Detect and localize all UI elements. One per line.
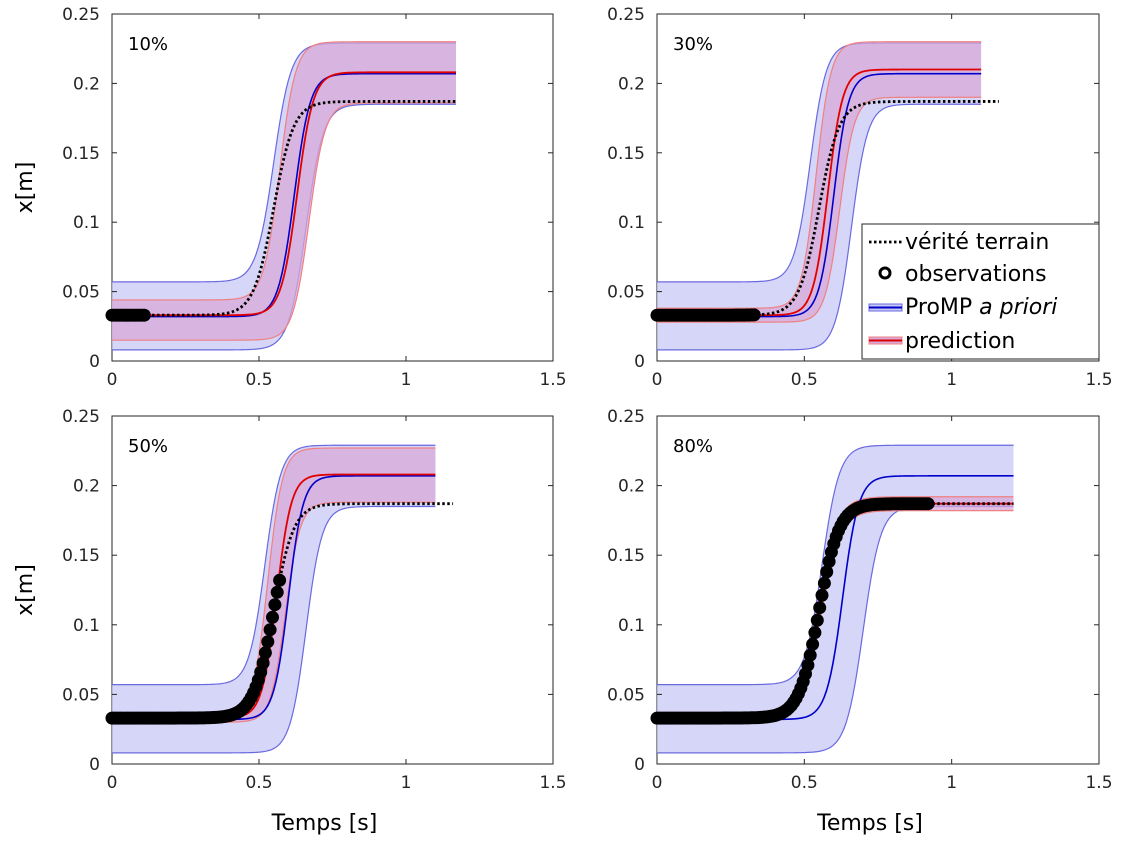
y-axis-label: x[m] [13, 564, 38, 616]
observation-point [261, 635, 275, 649]
legend-observation-swatch [878, 266, 892, 280]
observation-point [921, 497, 935, 511]
prediction-band [112, 41, 456, 341]
y-tick-label: 0.15 [607, 144, 645, 164]
observation-point [747, 308, 761, 322]
y-tick-label: 0.25 [62, 407, 100, 427]
y-tick-label: 0.05 [62, 283, 100, 303]
prior-band-lower-edge [657, 103, 982, 351]
subplot-4: 0 0.5 1 1.5 0 0.05 0.1 0.15 0.2 0.25 80% Temps [s] [607, 407, 1112, 836]
y-tick-label: 0.25 [607, 407, 645, 427]
x-tick-label: 1 [946, 370, 957, 390]
y-tick-label: 0.25 [607, 5, 645, 25]
y-tick-label: 0 [89, 755, 100, 775]
observation-point [258, 646, 272, 660]
subplot-3: 0 0.5 1 1.5 0 0.05 0.1 0.15 0.2 0.25 50% x[m] Temps … [13, 407, 567, 836]
y-tick-label: 0.1 [618, 213, 645, 233]
y-tick-label: 0 [89, 352, 100, 372]
x-tick-label: 0 [652, 370, 663, 390]
observations [650, 497, 935, 725]
y-tick-label: 0.1 [73, 616, 100, 636]
observation-point [810, 613, 824, 627]
prior-band-lower-edge [112, 505, 436, 754]
observation-point [137, 308, 151, 322]
legend-observations-label: observations [905, 262, 1047, 287]
subplot-1: 0 0.5 1 1.5 0 0.05 0.1 0.15 0.2 0.25 10% x[m] [13, 5, 567, 390]
y-tick-label: 0 [634, 755, 645, 775]
panel-label: 10% [128, 34, 168, 55]
y-tick-label: 0.05 [607, 685, 645, 705]
legend-prior-name: ProMP [905, 295, 979, 320]
panel-label: 80% [673, 436, 713, 457]
prediction-band-upper-edge [112, 41, 456, 301]
prediction-band [112, 448, 436, 723]
prior-band [657, 445, 1014, 753]
observation-point [813, 601, 827, 615]
observation-point [266, 610, 279, 624]
observations [105, 573, 287, 725]
observations [650, 308, 761, 322]
prediction-band-upper-edge [657, 41, 982, 309]
y-tick-label: 0.2 [618, 477, 645, 497]
x-tick-label: 1 [401, 370, 412, 390]
x-tick-label: 0.5 [791, 370, 818, 390]
prediction-band-lower-edge [657, 96, 982, 323]
x-axis-label: Temps [s] [816, 811, 923, 836]
ground-truth-line [112, 100, 456, 317]
x-tick-label: 0.5 [791, 773, 818, 793]
x-tick-label: 1.5 [539, 370, 566, 390]
y-tick-label: 0.2 [618, 74, 645, 94]
y-tick-label: 0.2 [73, 477, 100, 497]
x-tick-label: 0.5 [245, 370, 272, 390]
y-tick-label: 0.1 [618, 616, 645, 636]
y-tick-label: 0.1 [73, 213, 100, 233]
legend-prior-qualifier: a priori [979, 295, 1057, 320]
observation-point [263, 623, 277, 637]
y-axis-label: x[m] [13, 162, 38, 214]
y-tick-label: 0 [634, 352, 645, 372]
y-tick-label: 0.25 [62, 5, 100, 25]
observation-point [815, 588, 829, 602]
x-tick-label: 0 [107, 370, 118, 390]
x-tick-label: 1 [946, 773, 957, 793]
prior-band-upper-edge [112, 444, 436, 686]
y-tick-label: 0.05 [62, 685, 100, 705]
legend-prior-label: ProMP a priori [905, 295, 1057, 320]
observation-point [808, 626, 822, 640]
observation-point [806, 637, 820, 651]
x-tick-label: 0.5 [245, 773, 272, 793]
observation-point [273, 573, 287, 587]
observations [105, 308, 151, 322]
x-tick-label: 1.5 [1085, 773, 1112, 793]
prediction-band [657, 41, 982, 323]
y-tick-label: 0.15 [62, 546, 100, 566]
observation-point [268, 598, 282, 612]
x-tick-label: 0 [652, 773, 663, 793]
x-tick-label: 1 [401, 773, 412, 793]
y-tick-label: 0.2 [73, 74, 100, 94]
observation-point [817, 576, 831, 590]
legend-truth-label: vérité terrain [905, 230, 1049, 255]
legend: vérité terrain observations ProMP a priori… [861, 223, 1100, 360]
legend-prediction-label: prediction [905, 329, 1015, 354]
observation-point [270, 585, 284, 599]
y-tick-label: 0.15 [607, 546, 645, 566]
panel-label: 30% [673, 34, 713, 55]
x-tick-label: 1.5 [1085, 370, 1112, 390]
panel-label: 50% [128, 436, 168, 457]
x-tick-label: 1.5 [539, 773, 566, 793]
y-tick-label: 0.05 [607, 283, 645, 303]
prior-band-lower-edge [112, 103, 456, 351]
y-tick-label: 0.15 [62, 144, 100, 164]
observation-point [803, 648, 817, 662]
x-axis-label: Temps [s] [271, 811, 378, 836]
prior-band-upper-edge [657, 444, 1014, 686]
x-tick-label: 0 [107, 773, 118, 793]
